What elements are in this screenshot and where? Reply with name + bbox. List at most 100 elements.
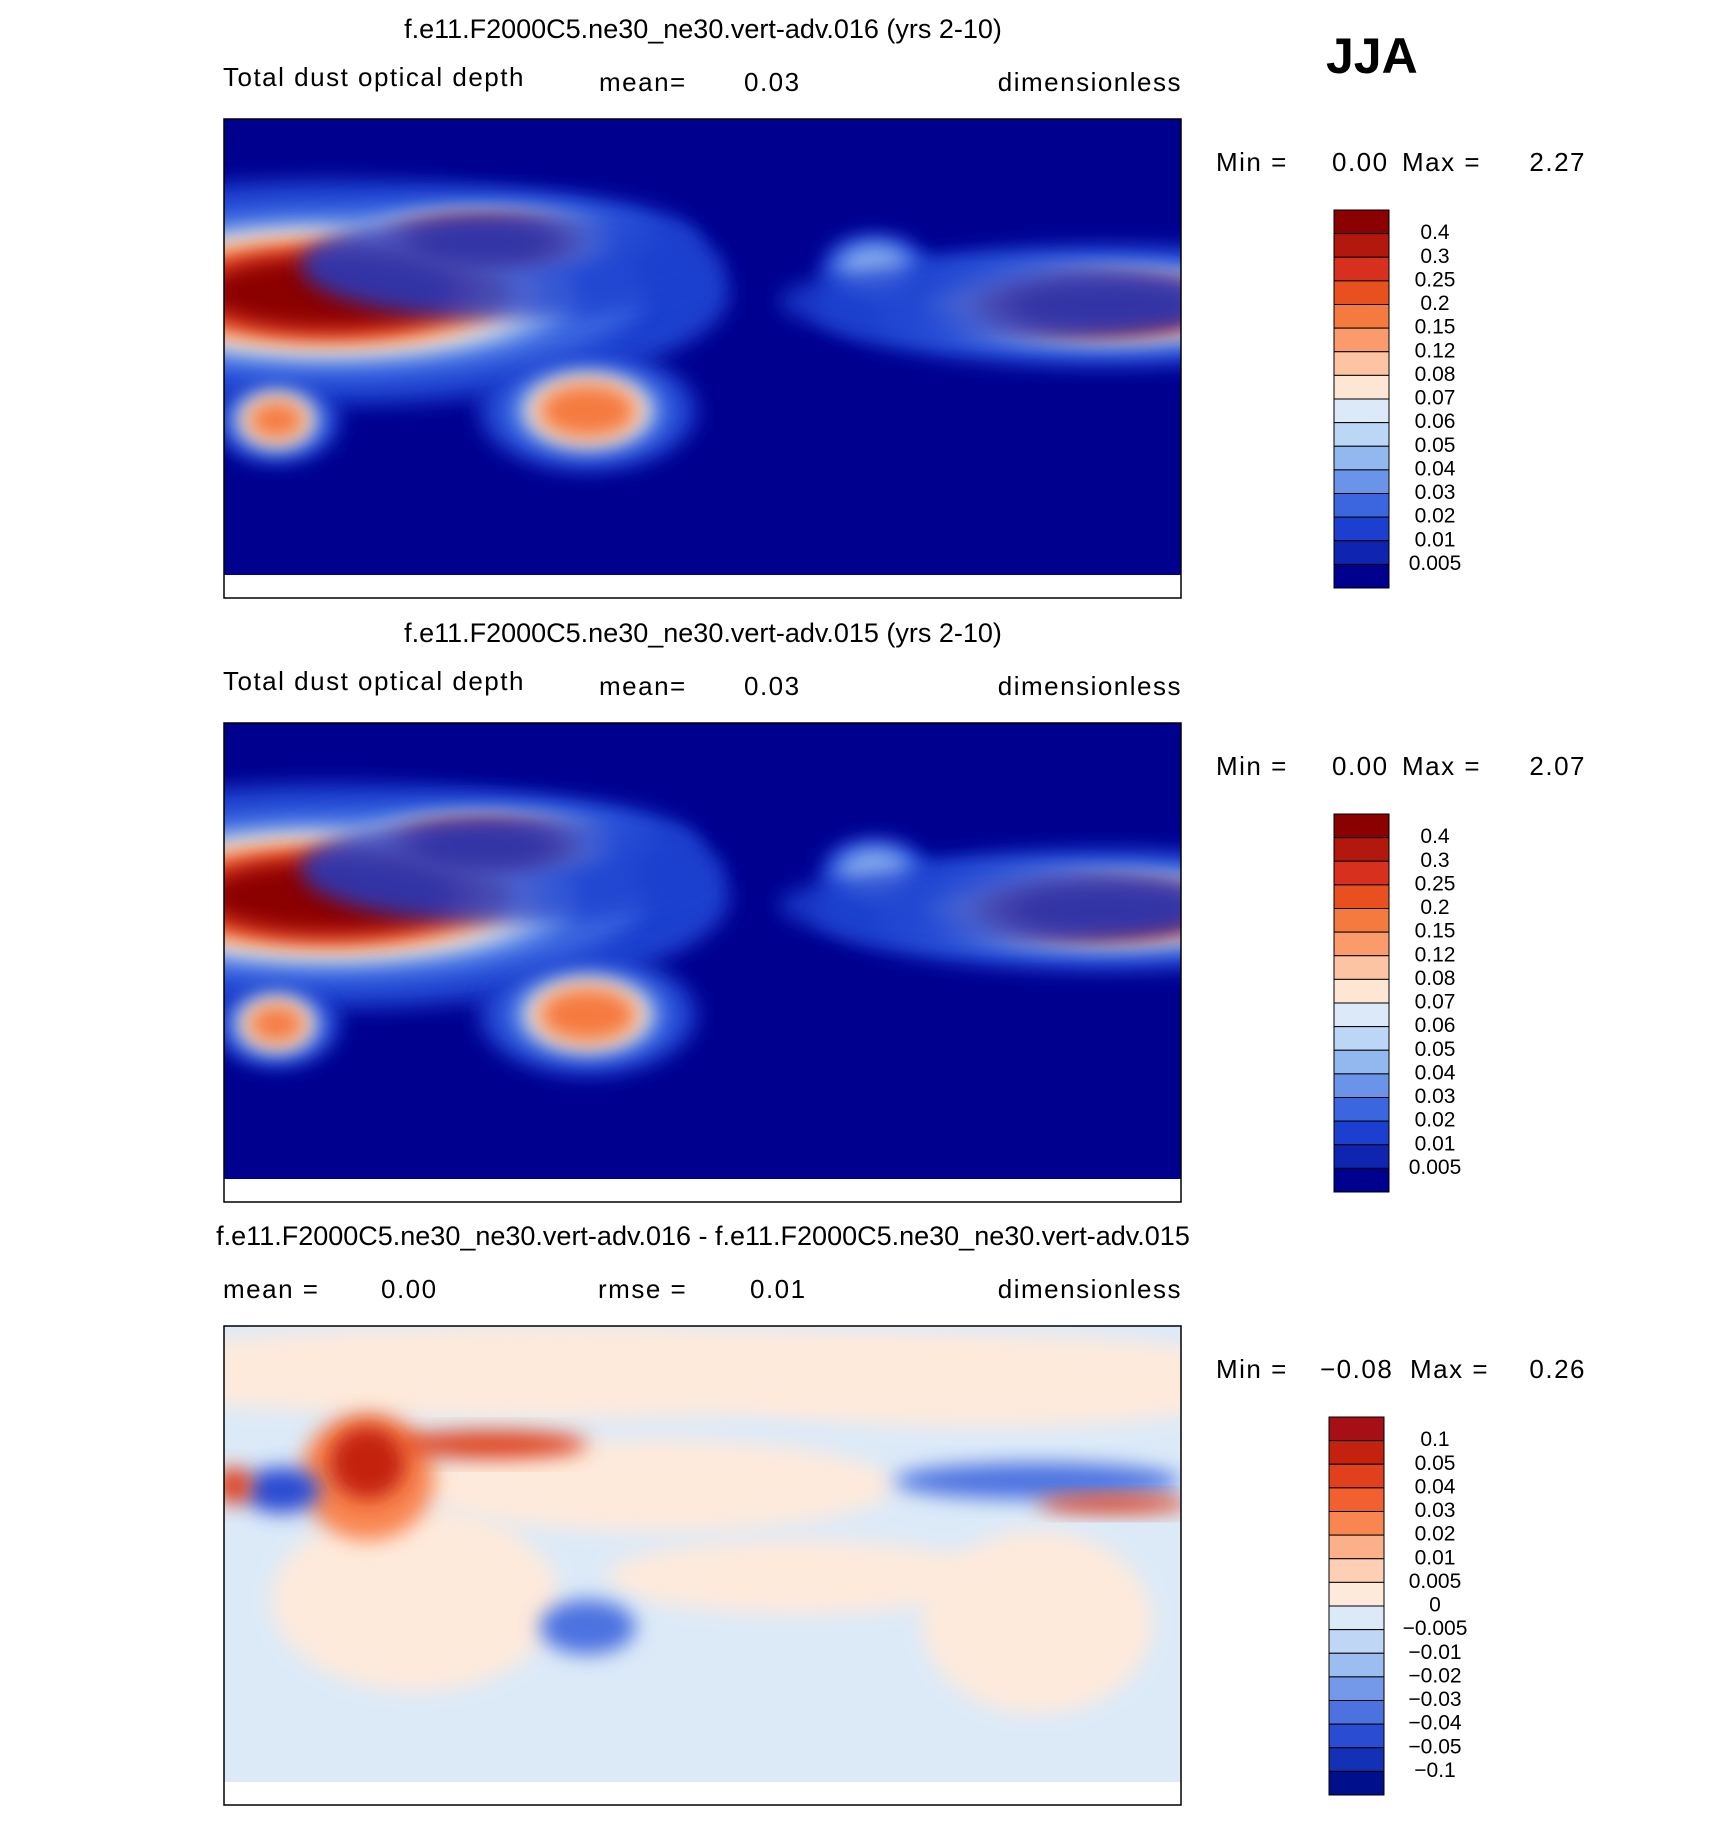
map-field: [893, 1462, 1181, 1500]
colorbar-swatch: [1333, 837, 1390, 862]
colorbar-swatch: [1333, 1097, 1390, 1122]
colorbar-swatch: [1333, 280, 1390, 305]
map-field: [538, 383, 638, 439]
rmse-value: 0.01: [750, 1274, 807, 1304]
colorbar-label: 0.06: [1415, 410, 1456, 433]
colorbar-swatch: [1333, 563, 1390, 589]
map-field: [702, 1335, 1181, 1427]
colorbar-swatch: [1333, 209, 1390, 235]
colorbar-swatch: [1333, 374, 1390, 400]
colorbar-swatch: [1328, 1534, 1385, 1560]
map-field: [539, 1599, 636, 1655]
colorbar-swatch: [1328, 1676, 1385, 1701]
panel-title: f.e11.F2000C5.ne30_ne30.vert-adv.016 (yr…: [404, 14, 1002, 44]
colorbar-label: 0.02: [1415, 505, 1456, 528]
min-label: Min =: [1216, 751, 1288, 781]
min-value: 0.00: [1332, 751, 1389, 781]
colorbar-swatch: [1333, 493, 1390, 518]
colorbar-swatch: [1333, 469, 1390, 494]
colorbar-swatch: [1333, 978, 1390, 1004]
colorbar-swatch: [1333, 931, 1390, 957]
mean-label: mean=: [599, 67, 687, 97]
colorbar-label: 0.01: [1415, 528, 1456, 551]
colorbar-label: 0.02: [1415, 1523, 1456, 1546]
map: [223, 118, 1182, 599]
colorbar-label: 0.06: [1415, 1014, 1456, 1037]
colorbar-swatch: [1333, 1073, 1390, 1098]
variable-name: Total dust optical depth: [223, 62, 525, 92]
colorbar-label: 0.3: [1420, 849, 1449, 872]
colorbar-swatch: [1333, 540, 1390, 565]
units: dimensionless: [998, 1274, 1182, 1304]
colorbar-label: −0.01: [1408, 1641, 1461, 1664]
map-fields: [224, 723, 1181, 1179]
map: [223, 722, 1182, 1203]
max-label: Max =: [1402, 147, 1481, 177]
colorbar-swatch: [1333, 1049, 1390, 1075]
colorbar-label: 0.2: [1420, 896, 1449, 919]
colorbar-swatch: [1328, 1558, 1385, 1583]
colorbar-label: 0.3: [1420, 245, 1449, 268]
colorbar-swatch: [1328, 1770, 1385, 1796]
colorbar-label: 0.005: [1409, 1570, 1462, 1593]
colorbar-swatch: [1333, 884, 1390, 909]
colorbar-label: 0.15: [1415, 316, 1456, 339]
colorbar-label: 0.02: [1415, 1109, 1456, 1132]
colorbar-swatch: [1328, 1581, 1385, 1607]
mean-label: mean=: [599, 671, 687, 701]
colorbar-swatch: [1333, 304, 1390, 329]
map-field: [329, 1426, 406, 1500]
colorbar-swatch: [1333, 445, 1390, 471]
colorbar-label: 0.2: [1420, 292, 1449, 315]
map: [223, 1325, 1182, 1806]
map-field: [779, 864, 1181, 947]
colorbar-label: 0: [1429, 1594, 1441, 1617]
colorbar-swatch: [1333, 351, 1390, 376]
colorbar-swatch: [1333, 1144, 1390, 1169]
colorbar-swatch: [1333, 233, 1390, 258]
map-field: [271, 1508, 559, 1691]
colorbar-label: −0.1: [1414, 1759, 1455, 1782]
colorbar-swatch: [1328, 1747, 1385, 1772]
map-frame: [223, 1325, 1182, 1806]
colorbar-label: −0.005: [1403, 1617, 1468, 1640]
colorbar-label: 0.01: [1415, 1132, 1456, 1155]
colorbar-label: 0.08: [1415, 967, 1456, 990]
min-label: Min =: [1216, 147, 1288, 177]
map-fields: [224, 119, 1181, 575]
colorbar-swatch: [1333, 1002, 1390, 1028]
map-field: [1037, 1494, 1181, 1513]
mean-value: 0.00: [381, 1274, 438, 1304]
colorbar-swatch: [1328, 1487, 1385, 1512]
max-label: Max =: [1402, 751, 1481, 781]
colorbar-label: 0.4: [1420, 221, 1450, 244]
colorbar-swatch: [1333, 398, 1390, 424]
season-label: JJA: [1326, 28, 1418, 84]
colorbar-label: 0.05: [1415, 1038, 1456, 1061]
map-field: [300, 814, 722, 924]
colorbar-swatch: [1328, 1416, 1385, 1442]
panel-title: f.e11.F2000C5.ne30_ne30.vert-adv.015 (yr…: [404, 618, 1002, 648]
mean-label: mean =: [223, 1274, 319, 1304]
units: dimensionless: [998, 671, 1182, 701]
colorbar-label: 0.05: [1415, 1452, 1456, 1475]
colorbar-label: 0.04: [1415, 1475, 1456, 1498]
colorbar-label: 0.25: [1415, 268, 1456, 291]
colorbar-label: 0.07: [1415, 991, 1456, 1014]
max-label: Max =: [1410, 1354, 1489, 1384]
colorbar-label: 0.005: [1409, 552, 1462, 575]
colorbar-swatch: [1328, 1700, 1385, 1725]
colorbar-label: −0.04: [1408, 1712, 1461, 1735]
min-value: −0.08: [1320, 1354, 1393, 1384]
colorbar-swatch: [1333, 813, 1390, 839]
units: dimensionless: [998, 67, 1182, 97]
max-value: 0.26: [1529, 1354, 1586, 1384]
colorbar-label: 0.07: [1415, 387, 1456, 410]
map-field: [922, 1531, 1153, 1714]
colorbar-swatch: [1333, 1026, 1390, 1051]
variable-name: Total dust optical depth: [223, 666, 525, 696]
colorbar-label: 0.04: [1415, 457, 1456, 480]
map-field: [224, 1467, 253, 1504]
